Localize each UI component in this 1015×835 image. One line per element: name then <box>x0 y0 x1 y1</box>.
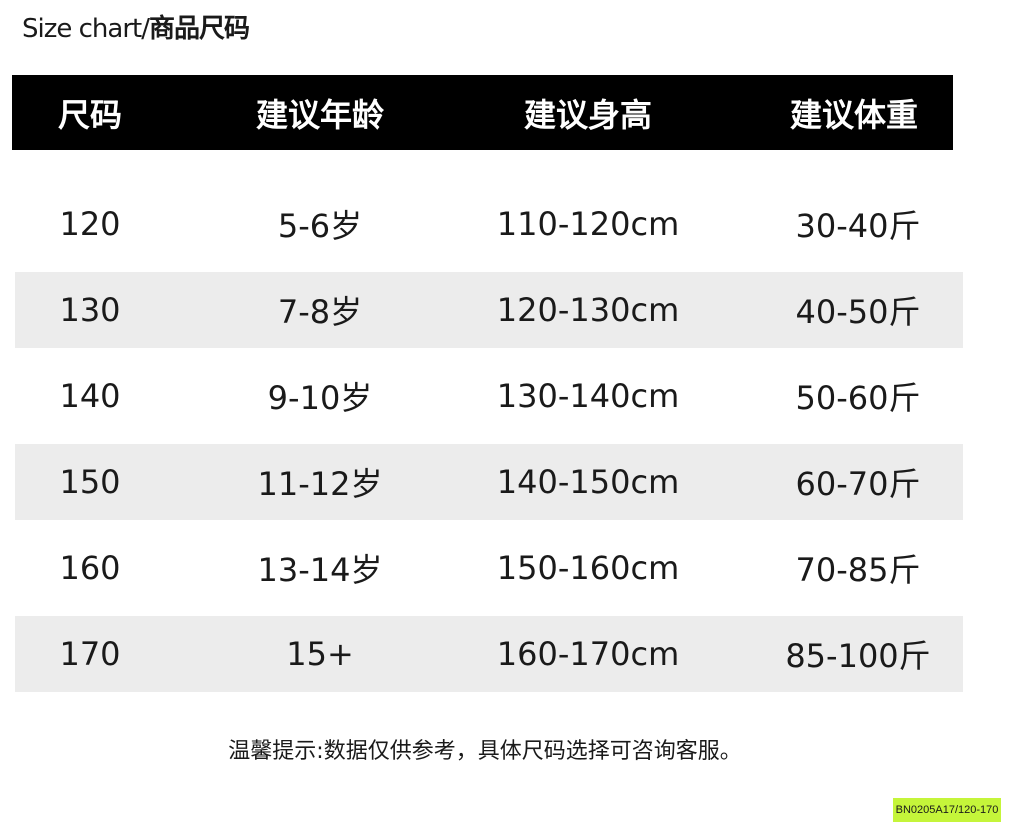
table-cell: 30-40斤 <box>795 207 921 245</box>
table-cell: 130 <box>59 291 121 329</box>
page-title: Size chart/商品尺码 <box>22 8 250 45</box>
table-cell: 160 <box>59 549 121 587</box>
header-height: 建议身高 <box>523 95 653 134</box>
table-cell: 50-60斤 <box>795 379 921 417</box>
table-cell: 150-160cm <box>496 549 680 587</box>
table-cell: 5-6岁 <box>277 207 363 245</box>
title-en: Size chart/ <box>22 14 150 44</box>
header-size: 尺码 <box>57 95 123 134</box>
table-cell: 120 <box>59 205 121 243</box>
table-cell: 7-8岁 <box>277 293 363 331</box>
table-cell: 140 <box>59 377 121 415</box>
table-row: 170 15+ 160-170cm 85-100斤 <box>15 616 963 692</box>
table-row: 120 5-6岁 110-120cm 30-40斤 <box>15 186 963 262</box>
table-cell: 70-85斤 <box>795 551 921 589</box>
table-row: 150 11-12岁 140-150cm 60-70斤 <box>15 444 963 520</box>
header-weight: 建议体重 <box>789 95 919 134</box>
table-header: 尺码 建议年龄 建议身高 建议体重 <box>12 75 953 150</box>
table-cell: 160-170cm <box>496 635 680 673</box>
table-cell: 140-150cm <box>496 463 680 501</box>
table-cell: 15+ <box>286 635 354 673</box>
sku-label: BN0205A17/120-170 <box>893 798 1001 822</box>
table-cell: 170 <box>59 635 121 673</box>
table-cell: 60-70斤 <box>795 465 921 503</box>
table-cell: 150 <box>59 463 121 501</box>
table-cell: 130-140cm <box>496 377 680 415</box>
table-cell: 13-14岁 <box>257 551 383 589</box>
table-row: 140 9-10岁 130-140cm 50-60斤 <box>15 358 963 434</box>
note: 温馨提示:数据仅供参考，具体尺码选择可咨询客服。 <box>228 739 742 764</box>
table-cell: 85-100斤 <box>785 637 931 675</box>
table-row: 160 13-14岁 150-160cm 70-85斤 <box>15 530 963 606</box>
title-cn: 商品尺码 <box>149 14 250 44</box>
table-cell: 40-50斤 <box>795 293 921 331</box>
table-cell: 11-12岁 <box>257 465 383 503</box>
table-cell: 110-120cm <box>496 205 680 243</box>
table-cell: 9-10岁 <box>267 379 373 417</box>
table-cell: 120-130cm <box>496 291 680 329</box>
header-age: 建议年龄 <box>255 95 385 134</box>
table-row: 130 7-8岁 120-130cm 40-50斤 <box>15 272 963 348</box>
